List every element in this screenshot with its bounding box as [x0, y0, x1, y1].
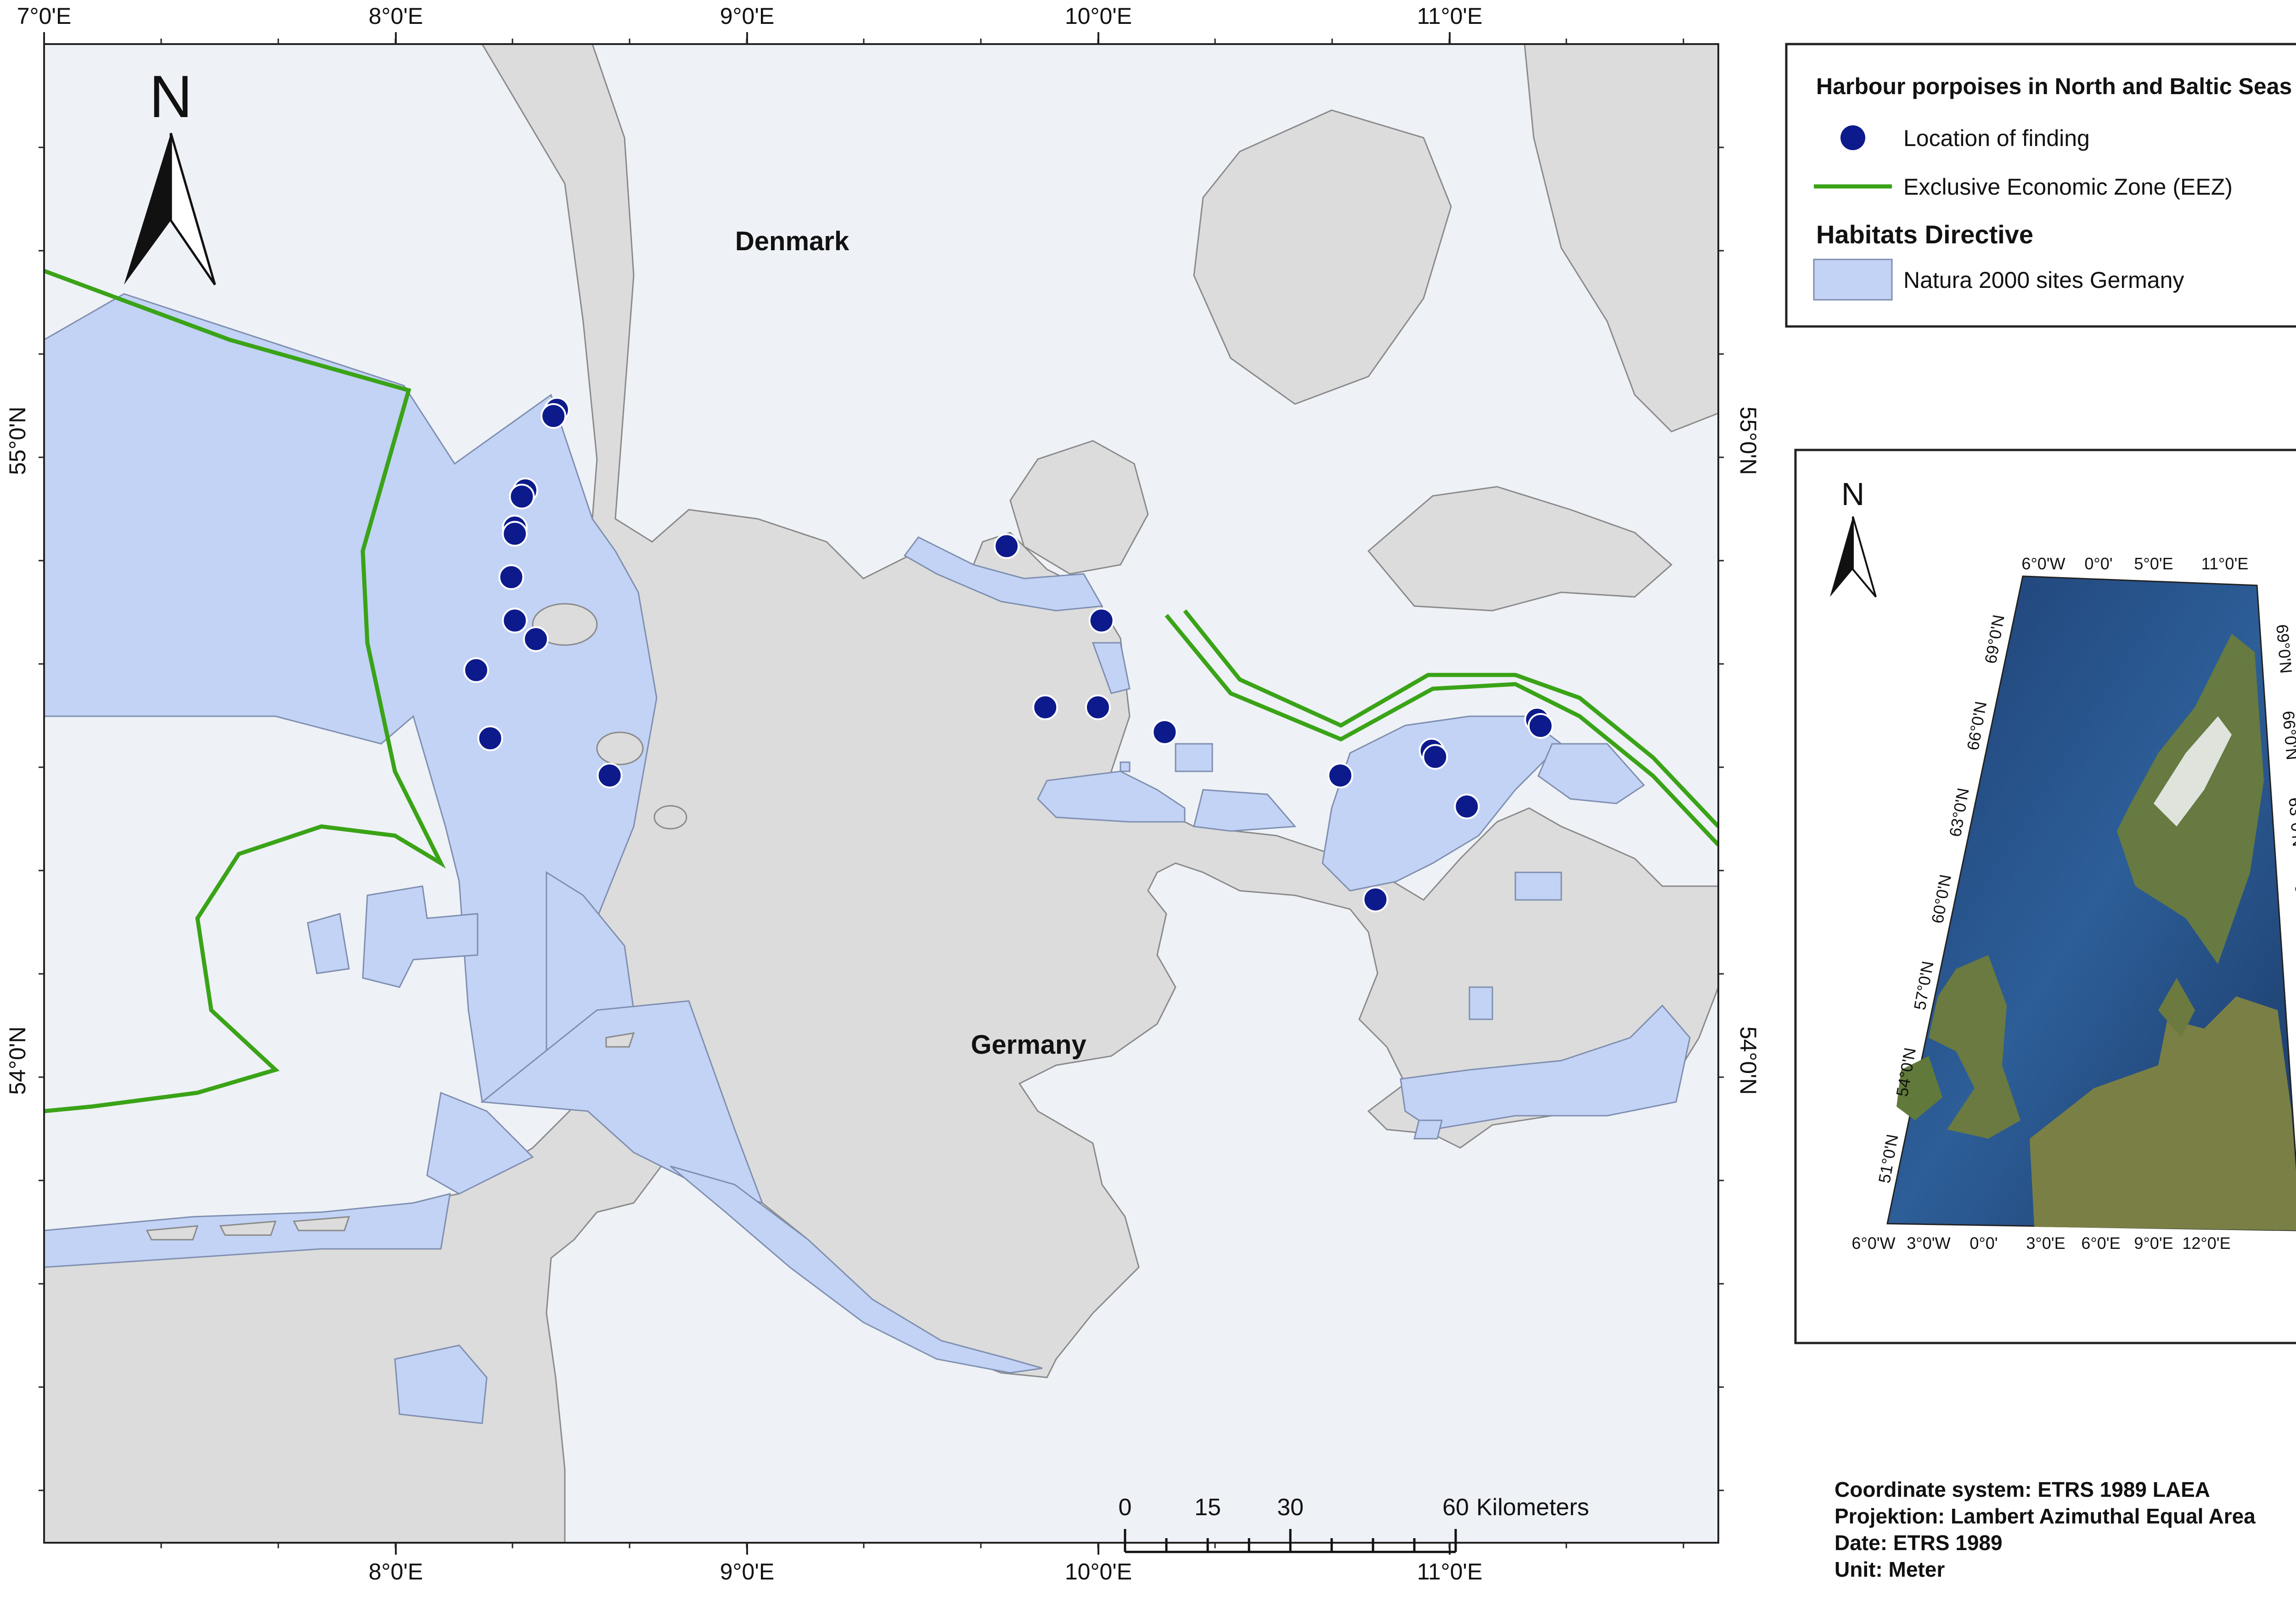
lon-tick-top-label: 11°0'E — [1417, 3, 1483, 29]
inset-map: N 6°0'W 0°0' 5°0'E 11°0'E 6°0'W 3°0'W 0°0' 3°0'… — [1794, 449, 2296, 1344]
finding-point — [597, 763, 623, 788]
north-arrow: N — [124, 63, 216, 286]
finding-point — [463, 657, 489, 683]
inset-bottom-tick: 6°0'W — [1851, 1234, 1895, 1253]
north-arrow-label: N — [149, 63, 192, 130]
inset-britain — [1929, 955, 2020, 1139]
inset-bottom-tick: 9°0'E — [2134, 1234, 2173, 1253]
finding-point — [498, 564, 524, 590]
inset-bottom-tick: 6°0'E — [2081, 1234, 2120, 1253]
scale-unit: Kilometers — [1476, 1494, 1589, 1521]
finding-point — [1152, 719, 1178, 745]
finding-point — [1088, 607, 1114, 634]
lon-tick-bottom-label: 8°0'E — [369, 1559, 423, 1585]
finding-point — [540, 403, 567, 429]
lon-tick-top-label: 9°0'E — [720, 3, 775, 29]
land-lolland — [1367, 486, 1673, 612]
lon-tick-bottom-label: 9°0'E — [720, 1559, 775, 1585]
lat-tick-left-label: 54°0'N — [5, 1026, 30, 1095]
inset-north-arrow-icon — [1830, 517, 1853, 597]
finding-point — [477, 725, 503, 751]
natura-legend-swatch — [1813, 258, 1893, 301]
legend: Harbour porpoises in North and Baltic Se… — [1785, 43, 2296, 328]
lon-tick-top-label: 8°0'E — [369, 3, 423, 29]
land-funen — [1009, 440, 1149, 575]
scale-bar: 0 15 30 60 Kilometers — [1119, 1494, 1589, 1553]
scale-tick-15: 15 — [1194, 1494, 1221, 1521]
metadata: Coordinate system: ETRS 1989 LAEA Projek… — [1835, 1478, 2256, 1581]
inset-ticks: 6°0'W 0°0' 5°0'E 11°0'E 6°0'W 3°0'W 0°0' 3°0'E 6… — [1851, 554, 2296, 1253]
inset-europe — [2030, 996, 2296, 1231]
lat-tick-right-label: 55°0'N — [1735, 406, 1761, 475]
inset-top-tick: 11°0'E — [2201, 554, 2249, 573]
legend-item-finding: Location of finding — [1903, 125, 2090, 151]
lat-tick-right-label: 54°0'N — [1735, 1026, 1761, 1095]
legend-item-eez: Exclusive Economic Zone (EEZ) — [1903, 174, 2233, 200]
finding-point — [1527, 713, 1553, 739]
inset-bottom-tick: 3°0'E — [2026, 1234, 2065, 1253]
finding-point — [502, 607, 528, 634]
lon-tick-top-label: 7°0'E — [17, 3, 72, 29]
map-frame — [43, 43, 1719, 1544]
graticule: 7°0'E 8°0'E 9°0'E 10°0'E 11°0'E 8°0'E 9°0'E 10°… — [5, 3, 1761, 1585]
country-label-denmark: Denmark — [735, 226, 850, 256]
inset-top-tick: 0°0' — [2084, 554, 2112, 573]
finding-legend-icon — [1840, 125, 1865, 150]
land-east — [1524, 44, 1718, 433]
wadden-islands — [146, 603, 687, 1241]
legend-subtitle: Habitats Directive — [1816, 220, 2033, 249]
findings-layer — [463, 397, 1553, 912]
inset-north-label: N — [1841, 476, 1865, 512]
lon-tick-bottom-label: 11°0'E — [1417, 1559, 1483, 1585]
inset-top-tick: 5°0'E — [2134, 554, 2173, 573]
metadata-line-1: Projektion: Lambert Azimuthal Equal Area — [1835, 1504, 2256, 1528]
finding-point — [523, 626, 549, 652]
eez-lines — [44, 269, 1718, 1113]
lat-tick-left-label: 55°0'N — [5, 406, 30, 475]
legend-title: Harbour porpoises in North and Baltic Se… — [1816, 73, 2292, 99]
metadata-line-3: Unit: Meter — [1835, 1557, 1945, 1581]
scale-tick-30: 30 — [1277, 1494, 1304, 1521]
land-zealand — [1193, 109, 1452, 405]
finding-point — [502, 521, 528, 547]
north-arrow-icon — [124, 133, 171, 285]
inset-right-tick: 69°0'N — [2273, 624, 2296, 674]
finding-point — [1454, 793, 1480, 820]
finding-point — [1362, 887, 1389, 912]
scale-tick-60: 60 — [1442, 1494, 1469, 1521]
finding-point — [1032, 694, 1058, 720]
finding-point — [509, 483, 535, 510]
legend-item-natura: Natura 2000 sites Germany — [1903, 267, 2184, 293]
finding-point — [1327, 763, 1353, 788]
main-map — [44, 44, 1718, 1543]
finding-point — [1422, 744, 1448, 770]
lon-tick-top-label: 10°0'E — [1065, 3, 1132, 29]
metadata-line-2: Date: ETRS 1989 — [1835, 1531, 2003, 1555]
inset-ireland — [1896, 1056, 1942, 1120]
inset-bottom-tick: 0°0' — [1970, 1234, 1998, 1253]
inset-top-tick: 6°0'W — [2021, 554, 2065, 573]
finding-point — [994, 533, 1020, 559]
lon-tick-bottom-label: 10°0'E — [1065, 1559, 1132, 1585]
metadata-line-0: Coordinate system: ETRS 1989 LAEA — [1835, 1478, 2210, 1501]
scale-tick-0: 0 — [1119, 1494, 1132, 1521]
inset-right-tick: 60°0'N — [2291, 883, 2296, 934]
country-label-germany: Germany — [971, 1030, 1086, 1060]
inset-bottom-tick: 3°0'W — [1907, 1234, 1950, 1253]
inset-bottom-tick: 12°0'E — [2182, 1234, 2230, 1253]
finding-point — [1085, 694, 1111, 720]
